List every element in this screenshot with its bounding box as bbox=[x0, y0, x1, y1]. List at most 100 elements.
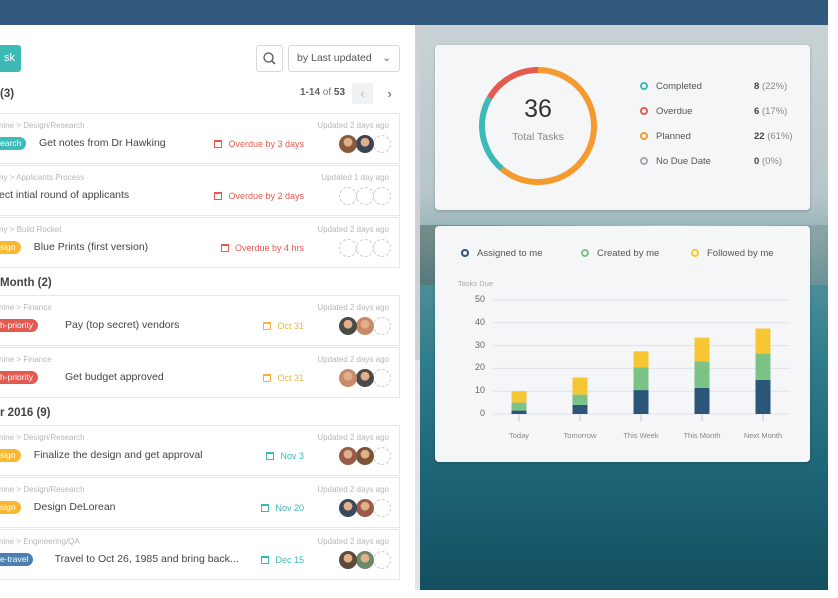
task-breadcrumb[interactable]: nine > Design/Research bbox=[0, 433, 85, 442]
add-assignee-placeholder[interactable] bbox=[373, 187, 391, 205]
task-title[interactable]: Get notes from Dr Hawking bbox=[39, 137, 166, 149]
task-breadcrumb[interactable]: nine > Finance bbox=[0, 355, 52, 364]
summary-legend-item: No Due Date bbox=[640, 156, 711, 167]
sort-dropdown[interactable]: by Last updated ⌄ bbox=[288, 45, 400, 72]
add-assignee-placeholder[interactable] bbox=[339, 187, 357, 205]
scrollbar-thumb[interactable] bbox=[415, 25, 420, 360]
scrollbar[interactable] bbox=[415, 25, 420, 590]
add-task-button[interactable]: sk bbox=[0, 45, 21, 72]
task-breadcrumb[interactable]: nine > Finance bbox=[0, 303, 52, 312]
task-title[interactable]: Pay (top secret) vendors bbox=[65, 319, 180, 331]
search-button[interactable] bbox=[256, 45, 283, 72]
y-tick-label: 10 bbox=[474, 385, 485, 396]
task-row[interactable]: nine > Finance Updated 2 days ago h-priori… bbox=[0, 347, 400, 398]
legend-label: Completed bbox=[656, 81, 702, 92]
assignees[interactable] bbox=[339, 551, 391, 569]
avatar[interactable] bbox=[339, 447, 357, 465]
avatar[interactable] bbox=[339, 317, 357, 335]
task-row[interactable]: ny > Applicants Process Updated 1 day ago… bbox=[0, 165, 400, 216]
task-title[interactable]: Get budget approved bbox=[65, 371, 164, 383]
x-tick-label: Today bbox=[508, 431, 529, 440]
task-row[interactable]: ny > Build Rocket Updated 2 days ago sign B… bbox=[0, 217, 400, 268]
chart-legend-item[interactable]: Followed by me bbox=[691, 248, 774, 259]
task-row[interactable]: nine > Design/Research Updated 2 days ago… bbox=[0, 477, 400, 528]
avatar[interactable] bbox=[356, 135, 374, 153]
task-title[interactable]: Finalize the design and get approval bbox=[33, 449, 203, 461]
assignees[interactable] bbox=[339, 317, 391, 335]
assignees[interactable] bbox=[339, 499, 391, 517]
task-tag[interactable]: h-priority bbox=[0, 371, 39, 384]
count: 6 bbox=[754, 106, 760, 117]
task-row[interactable]: nine > Engineering/QA Updated 2 days ago e… bbox=[0, 529, 400, 580]
task-title[interactable]: ect intial round of applicants bbox=[0, 189, 130, 201]
bar-segment bbox=[572, 377, 588, 395]
add-assignee-placeholder[interactable] bbox=[373, 239, 391, 257]
percent: (22%) bbox=[761, 81, 788, 92]
task-tag[interactable]: earch bbox=[0, 137, 27, 150]
task-breadcrumb[interactable]: ny > Applicants Process bbox=[0, 173, 85, 182]
task-tag[interactable]: sign bbox=[0, 501, 21, 514]
avatar[interactable] bbox=[356, 499, 374, 517]
assignees[interactable] bbox=[339, 447, 391, 465]
section-heading: Month (2) bbox=[0, 277, 52, 289]
avatar[interactable] bbox=[339, 551, 357, 569]
chart-legend-item[interactable]: Created by me bbox=[581, 248, 659, 259]
task-title[interactable]: Design DeLorean bbox=[33, 501, 116, 513]
status-dot-icon bbox=[640, 157, 648, 165]
task-tag[interactable]: h-priority bbox=[0, 319, 39, 332]
add-assignee-placeholder[interactable] bbox=[373, 447, 391, 465]
avatar[interactable] bbox=[356, 369, 374, 387]
updated-time: Updated 2 days ago bbox=[317, 433, 389, 442]
y-axis-label: Tasks Due bbox=[458, 279, 494, 288]
task-row[interactable]: nine > Finance Updated 2 days ago h-priori… bbox=[0, 295, 400, 346]
chart-legend-item[interactable]: Assigned to me bbox=[461, 248, 542, 259]
task-row[interactable]: nine > Design/Research Updated 2 days ago… bbox=[0, 113, 400, 164]
series-dot-icon bbox=[461, 249, 469, 257]
due-date: Oct 31 bbox=[263, 373, 304, 383]
add-assignee-placeholder[interactable] bbox=[373, 135, 391, 153]
task-tag[interactable]: sign bbox=[0, 449, 21, 462]
avatar[interactable] bbox=[339, 135, 357, 153]
add-assignee-placeholder[interactable] bbox=[356, 187, 374, 205]
prev-page-button[interactable]: ‹ bbox=[352, 83, 373, 104]
task-title[interactable]: Blue Prints (first version) bbox=[33, 241, 149, 253]
section-heading: r 2016 (9) bbox=[0, 407, 51, 419]
calendar-icon bbox=[261, 556, 270, 564]
add-assignee-placeholder[interactable] bbox=[373, 551, 391, 569]
add-assignee-placeholder[interactable] bbox=[373, 317, 391, 335]
assignees[interactable] bbox=[339, 187, 391, 205]
due-date: Nov 20 bbox=[261, 503, 304, 513]
task-tag[interactable]: sign bbox=[0, 241, 21, 254]
bar-segment bbox=[572, 394, 588, 405]
updated-time: Updated 2 days ago bbox=[317, 537, 389, 546]
add-assignee-placeholder[interactable] bbox=[356, 239, 374, 257]
assignees[interactable] bbox=[339, 239, 391, 257]
avatar[interactable] bbox=[339, 499, 357, 517]
legend-label: Overdue bbox=[656, 106, 693, 117]
due-date: Nov 3 bbox=[266, 451, 304, 461]
due-date: Dec 15 bbox=[261, 555, 304, 565]
task-breadcrumb[interactable]: nine > Design/Research bbox=[0, 121, 85, 130]
task-breadcrumb[interactable]: ny > Build Rocket bbox=[0, 225, 62, 234]
x-tick-label: Tomorrow bbox=[563, 431, 597, 440]
add-assignee-placeholder[interactable] bbox=[373, 499, 391, 517]
avatar[interactable] bbox=[356, 447, 374, 465]
due-text: Overdue by 4 hrs bbox=[234, 243, 304, 253]
add-assignee-placeholder[interactable] bbox=[339, 239, 357, 257]
add-assignee-placeholder[interactable] bbox=[373, 369, 391, 387]
bar-segment bbox=[755, 353, 771, 380]
task-row[interactable]: nine > Design/Research Updated 2 days ago… bbox=[0, 425, 400, 476]
avatar[interactable] bbox=[339, 369, 357, 387]
task-title[interactable]: Travel to Oct 26, 1985 and bring back... bbox=[54, 553, 239, 565]
x-tick-label: Next Month bbox=[743, 431, 783, 440]
next-page-button[interactable]: › bbox=[387, 86, 392, 101]
percent: (17%) bbox=[761, 106, 788, 117]
task-breadcrumb[interactable]: nine > Engineering/QA bbox=[0, 537, 80, 546]
task-breadcrumb[interactable]: nine > Design/Research bbox=[0, 485, 85, 494]
summary-legend-item: Overdue bbox=[640, 106, 692, 117]
assignees[interactable] bbox=[339, 135, 391, 153]
avatar[interactable] bbox=[356, 317, 374, 335]
assignees[interactable] bbox=[339, 369, 391, 387]
task-tag[interactable]: e-travel bbox=[0, 553, 34, 566]
avatar[interactable] bbox=[356, 551, 374, 569]
